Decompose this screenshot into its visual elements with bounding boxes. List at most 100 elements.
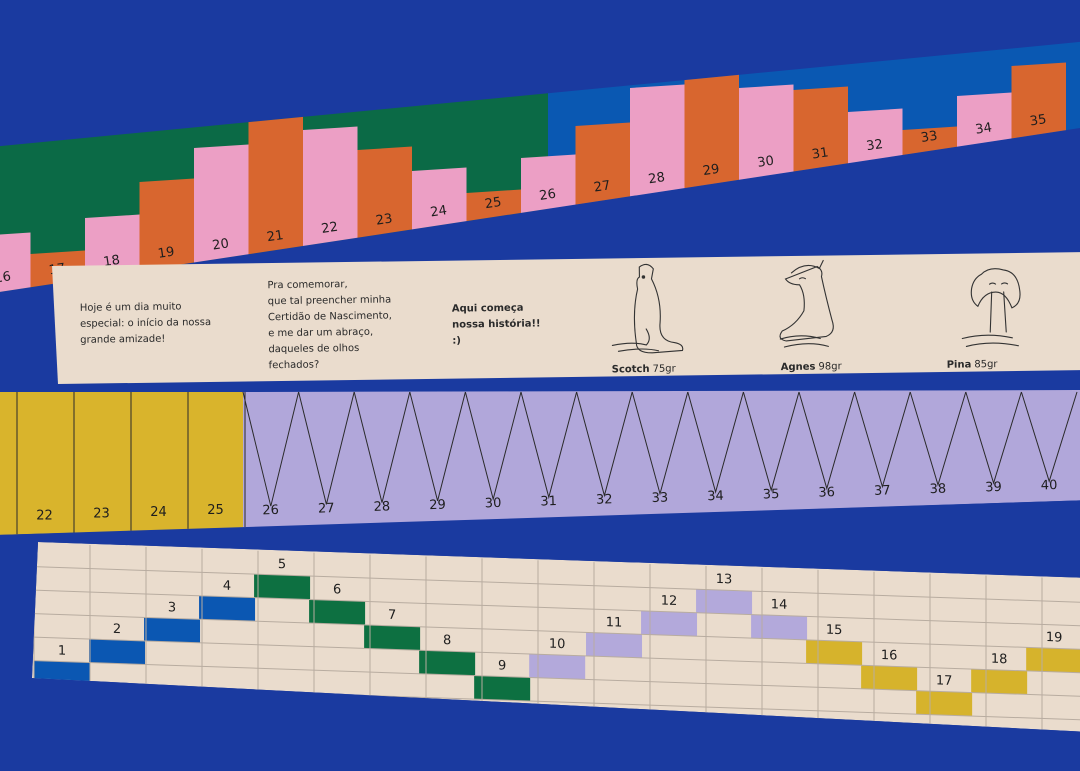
top-strip-bar	[248, 106, 303, 257]
lilac-triangle	[464, 391, 522, 502]
grid-colored-cell	[806, 639, 863, 666]
lilac-triangle	[909, 391, 967, 487]
grid-colored-cell	[696, 589, 753, 615]
invite-text-line: Certidão de Nascimento,	[268, 310, 392, 323]
top-strip-bar-label: 27	[593, 178, 612, 195]
yellow-segment-label: 22	[36, 508, 53, 523]
lilac-triangle	[576, 391, 633, 498]
grid-colored-cell	[144, 617, 201, 643]
yellow-segment-label: 25	[207, 503, 224, 518]
top-strip-bar-label: 22	[320, 220, 339, 237]
top-strip-bar	[739, 84, 794, 182]
top-strip-bar	[0, 232, 31, 298]
intro-text-line: Hoje é um dia muito	[80, 300, 182, 313]
grid-colored-cell	[474, 675, 531, 702]
lilac-segment-label: 28	[373, 499, 390, 515]
top-strip-bar	[848, 108, 903, 166]
story-text-line: nossa história!!	[452, 317, 541, 330]
grid-cell-label: 16	[881, 648, 898, 664]
top-strip-bar-label: 24	[429, 203, 448, 220]
grid-colored-cell	[861, 665, 918, 691]
yellow-segment-label: 23	[93, 507, 110, 522]
grid-cell-label: 14	[771, 597, 788, 613]
grid-colored-cell	[89, 639, 146, 665]
top-strip-bar-label: 19	[157, 245, 176, 262]
grid-colored-cell	[309, 599, 366, 625]
yellow-segment-label: 24	[150, 505, 167, 520]
grid-cell-label: 13	[716, 572, 733, 588]
middle-strip-lilac-panel	[243, 390, 1080, 528]
top-strip-bar-label: 35	[1029, 112, 1048, 129]
top-strip-bar-label: 21	[266, 228, 285, 245]
grid-cell-label: 10	[549, 637, 566, 653]
grid-colored-cell	[971, 669, 1028, 695]
lilac-triangle	[631, 391, 689, 496]
top-strip-bar	[303, 126, 358, 248]
top-strip-bar-label: 26	[538, 187, 557, 204]
grid-colored-cell	[1026, 647, 1080, 673]
invite-text-line: fechados?	[269, 360, 320, 372]
top-strip-bar-label: 32	[865, 137, 884, 154]
pina-label: Pina 85gr	[947, 359, 999, 371]
intro-text-line: especial: o início da nossa	[80, 316, 211, 330]
grid-colored-cell	[419, 650, 476, 676]
grid-colored-cell	[199, 595, 256, 622]
invite-text-line: e me dar um abraço,	[268, 327, 373, 339]
grid-colored-cell	[586, 632, 643, 658]
top-strip-bar	[521, 154, 576, 215]
grid-horizontal-line	[34, 566, 1080, 604]
grid-cell-label: 1	[58, 643, 66, 658]
grid-horizontal-line	[34, 636, 1080, 674]
grid-colored-cell	[529, 653, 586, 680]
intro-text-line: grande amizade!	[80, 334, 165, 346]
lilac-segment-label: 35	[763, 487, 780, 503]
story-text-line: Aqui começa	[452, 303, 524, 315]
grid-cell-label: 7	[388, 608, 396, 623]
top-strip: 1617181920212223242526272829303132333435	[0, 40, 1080, 298]
grid-horizontal-line	[34, 660, 1080, 698]
top-strip-bar	[630, 84, 685, 199]
lilac-segment-label: 30	[485, 496, 502, 512]
top-strip-bar-label: 23	[375, 211, 394, 228]
grid-colored-cell	[364, 624, 421, 651]
lilac-segment-label: 27	[318, 501, 335, 517]
lilac-triangle	[298, 391, 355, 505]
top-strip-bar-label: 29	[702, 162, 721, 179]
grid-cell-label: 8	[443, 633, 451, 648]
grid-cell-label: 2	[113, 622, 121, 637]
top-strip-bar-label: 20	[211, 236, 230, 253]
top-strip-bar	[466, 189, 521, 224]
invite-text-line: que tal preencher minha	[268, 294, 392, 307]
lilac-segment-label: 26	[262, 503, 279, 519]
top-strip-bar	[957, 92, 1012, 149]
top-strip-bar-label: 16	[0, 269, 12, 286]
grid-colored-cell	[641, 610, 698, 637]
lilac-segment-label: 29	[429, 498, 446, 514]
invite-text-line: daqueles de olhos	[268, 343, 359, 355]
lilac-segment-label: 37	[874, 483, 891, 499]
pina-drawing-icon	[961, 268, 1021, 348]
grid-colored-cell	[254, 574, 311, 600]
grid-cell-label: 9	[498, 658, 506, 673]
top-strip-bar-label: 34	[974, 120, 993, 137]
middle-strip: 22 23 24 25 26 27 28 29 30 31 32 33 34 35 36 37 38 39 40	[0, 390, 1080, 535]
lilac-triangle	[687, 391, 744, 494]
top-strip-bar	[1011, 62, 1066, 141]
lilac-segment-label: 39	[985, 480, 1002, 496]
grid-cell-label: 5	[278, 557, 286, 572]
grid-cell-label: 4	[223, 579, 231, 594]
agnes-drawing-icon	[779, 259, 834, 348]
lilac-segment-label: 32	[596, 492, 613, 508]
lilac-segment-label: 38	[929, 482, 946, 498]
lilac-segment-label: 34	[707, 489, 724, 505]
lilac-triangle	[1020, 391, 1078, 483]
lilac-segment-label: 31	[540, 494, 557, 510]
top-strip-bar	[412, 167, 467, 232]
top-strip-bar-label: 25	[484, 195, 503, 212]
top-strip-bar	[575, 122, 630, 207]
lilac-triangle	[798, 391, 856, 491]
grid-horizontal-line	[34, 589, 1080, 627]
grid-cell-label: 11	[606, 615, 623, 631]
